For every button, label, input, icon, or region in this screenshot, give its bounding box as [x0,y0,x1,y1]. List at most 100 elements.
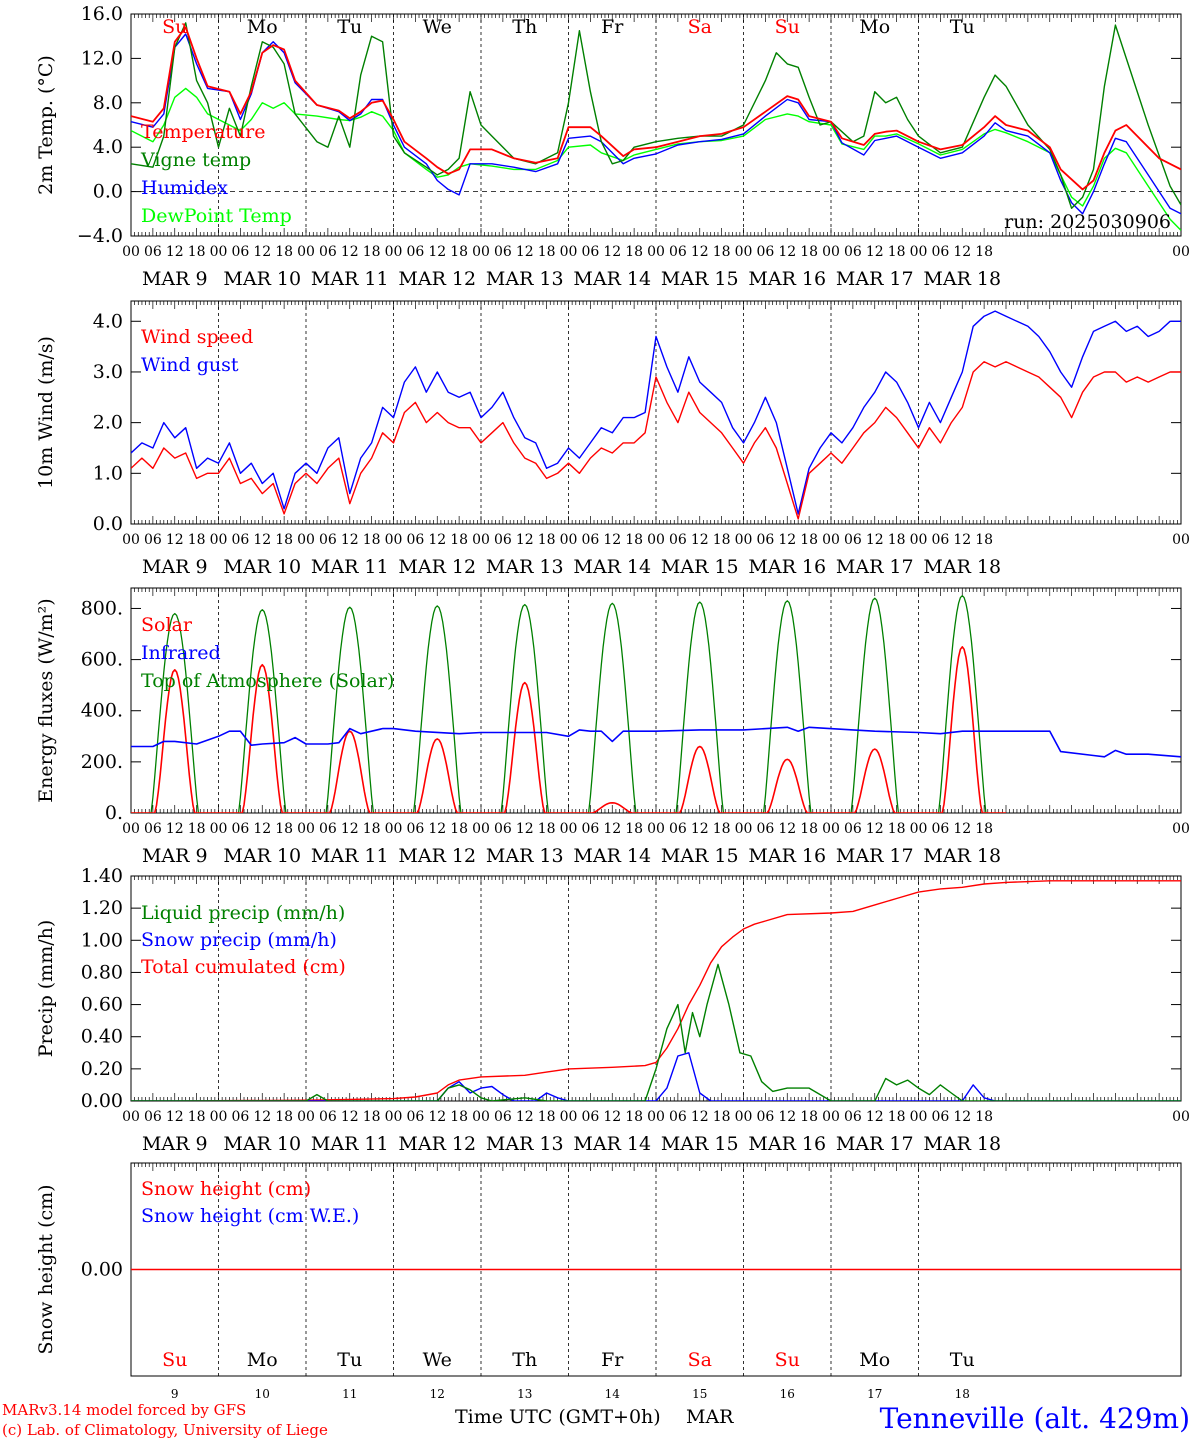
hour-tick-label: 00 [385,244,403,260]
hour-tick-label: 06 [319,821,337,837]
date-label: MAR 17 [836,268,914,290]
day-name: Su [775,16,800,38]
date-label: MAR 14 [573,556,651,578]
series-line-infrared [131,726,1181,758]
date-label: MAR 13 [486,1133,564,1155]
y-tick-label: 600. [81,649,123,671]
hour-tick-label: 12 [516,821,534,837]
hour-tick-label: 18 [888,821,906,837]
legend-entry: Vigne temp [140,149,251,171]
day-number: 10 [255,1387,270,1401]
hour-tick-label: 00 [822,821,840,837]
day-name: Mo [859,1349,890,1371]
date-label: MAR 18 [923,556,1001,578]
date-label: MAR 9 [142,556,208,578]
date-label: MAR 14 [573,268,651,290]
hour-tick-label: 06 [756,821,774,837]
hour-tick-label: 00 [560,532,578,548]
hour-tick-label: 18 [188,244,206,260]
hour-tick-label: 18 [713,532,731,548]
hour-tick-label: 00 [472,532,490,548]
hour-tick-label: 06 [494,821,512,837]
hour-tick-label: 12 [691,532,709,548]
hour-tick-label: 06 [494,244,512,260]
hour-tick-label: 18 [625,244,643,260]
hour-tick-label: 12 [778,244,796,260]
date-label: MAR 13 [486,268,564,290]
hour-tick-label: 06 [319,1109,337,1125]
hour-tick-label: 12 [953,1109,971,1125]
hour-tick-label: 12 [341,532,359,548]
hour-tick-label: 12 [953,532,971,548]
y-tick-label: 2.0 [93,412,123,434]
date-label: MAR 18 [923,1133,1001,1155]
hour-tick-label: 18 [188,1109,206,1125]
hour-tick-label: 06 [144,1109,162,1125]
y-axis-label: Energy fluxes (W/m²) [35,598,57,802]
legend-entry: Snow height (cm) [141,1178,311,1200]
panel-2: 0.0 1.0 2.0 3.0 4.0 10m Wind (m/s) Wind speed W… [35,300,1190,578]
hour-tick-label: 00 [910,821,928,837]
panel-4: 0.00 0.20 0.40 0.60 0.80 1.00 1.20 1.40 Precip (… [35,865,1190,1155]
date-label: MAR 9 [142,268,208,290]
panel-3: 0. 200. 400. 600. 800. Energy fluxes (W/m²) So… [35,587,1190,867]
hour-tick-label: 18 [625,821,643,837]
series-line-3 [131,33,1181,215]
hour-tick-label: 06 [231,532,249,548]
hour-tick-label: 12 [253,244,271,260]
date-label: MAR 17 [836,556,914,578]
hour-tick-label: 12 [603,1109,621,1125]
y-tick-label: 0.80 [81,961,123,983]
copyright-credit: (c) Lab. of Climatology, University of L… [2,1421,328,1439]
series-line-toa [131,595,1006,813]
date-label: MAR 13 [486,556,564,578]
hour-tick-label: 06 [931,1109,949,1125]
hour-tick-label: 06 [756,532,774,548]
day-number: 17 [867,1387,882,1401]
legend-entry: Infrared [141,642,221,664]
y-tick-label: −4.0 [77,225,123,247]
legend-entry: Humidex [141,177,228,199]
x-axis-label: Time UTC (GMT+0h) [455,1406,661,1428]
legend-entry: Snow precip (mm/h) [141,929,337,951]
hour-tick-label: 06 [669,244,687,260]
hour-tick-label: 06 [144,244,162,260]
hour-tick-label: 12 [691,244,709,260]
date-label: MAR 16 [748,845,826,867]
y-axis-label: 2m Temp. (°C) [35,55,57,195]
legend-entry: Liquid precip (mm/h) [141,902,345,924]
y-tick-label: 3.0 [93,361,123,383]
day-name: Sa [688,16,712,38]
date-label: MAR 11 [311,1133,389,1155]
hour-tick-label: 12 [603,244,621,260]
hour-tick-label: 00 [910,1109,928,1125]
y-tick-label: 1.00 [81,929,123,951]
date-label: MAR 17 [836,1133,914,1155]
hour-tick-label: 06 [844,821,862,837]
hour-tick-label: 06 [144,532,162,548]
hour-tick-label: 00 [297,821,315,837]
hour-tick-label: 12 [166,821,184,837]
series-line-1 [131,963,1181,1101]
hour-tick-label: 12 [866,532,884,548]
hour-tick-label: 12 [866,1109,884,1125]
hour-tick-label: 18 [363,532,381,548]
day-name: Su [162,16,187,38]
date-label: MAR 12 [398,1133,476,1155]
y-tick-label: 0.00 [81,1090,123,1112]
day-number: 18 [955,1387,970,1401]
hour-tick-label: 00 [735,244,753,260]
date-label: MAR 10 [223,556,301,578]
date-label: MAR 11 [311,556,389,578]
run-annotation: run: 2025030906 [1004,211,1171,233]
hour-tick-label: 00 [210,1109,228,1125]
hour-tick-label: 18 [975,1109,993,1125]
date-label: MAR 15 [661,268,739,290]
hour-tick-label: 12 [166,244,184,260]
hour-tick-label: 00 [297,532,315,548]
hour-tick-label: 06 [931,244,949,260]
hour-tick-label: 12 [341,821,359,837]
day-number: 12 [430,1387,445,1401]
y-tick-label: 0.0 [93,181,123,203]
day-name: Mo [247,1349,278,1371]
